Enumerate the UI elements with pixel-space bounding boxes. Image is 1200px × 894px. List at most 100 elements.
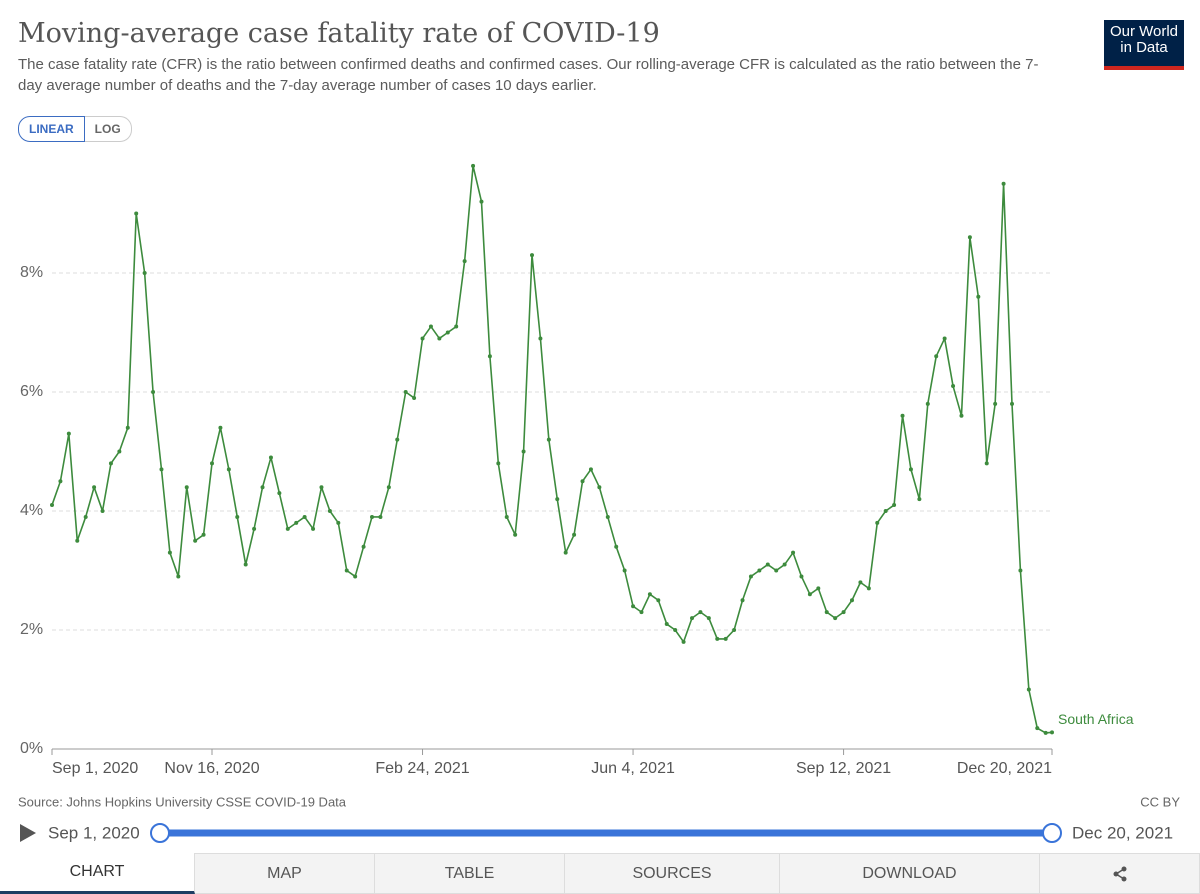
data-point <box>959 413 964 418</box>
timeline-start: Sep 1, 2020 <box>48 823 140 842</box>
data-point <box>353 574 358 579</box>
data-point <box>504 514 509 519</box>
data-point <box>327 509 332 513</box>
data-point <box>184 485 189 490</box>
data-point <box>117 449 122 454</box>
logo-line: Our World <box>1109 23 1179 40</box>
data-point <box>361 544 366 549</box>
data-point <box>631 604 636 609</box>
data-point <box>1043 730 1048 735</box>
tab[interactable]: TABLE <box>375 853 565 894</box>
data-point <box>858 580 863 585</box>
data-point <box>740 598 745 603</box>
data-point <box>412 395 417 400</box>
data-point <box>125 425 130 430</box>
data-point <box>900 413 905 418</box>
data-point <box>302 514 307 519</box>
data-point <box>521 449 526 454</box>
series-line <box>51 165 1053 734</box>
data-point <box>58 479 63 484</box>
play-button[interactable] <box>20 824 36 842</box>
data-point <box>639 610 644 615</box>
data-point <box>218 425 223 430</box>
timeline-handle[interactable] <box>1042 823 1062 843</box>
data-point <box>530 253 534 258</box>
data-point <box>647 592 652 597</box>
y-tick-label: 8% <box>20 264 43 281</box>
data-point <box>765 562 770 567</box>
data-point <box>723 636 728 641</box>
y-tick-label: 0% <box>20 740 43 757</box>
data-point <box>597 485 602 490</box>
license: CC BY <box>1140 794 1180 809</box>
data-point <box>210 461 214 466</box>
data-point <box>993 401 998 406</box>
data-point <box>487 354 492 359</box>
data-point <box>437 336 442 341</box>
data-point <box>588 467 593 472</box>
data-point <box>268 455 273 460</box>
data-point <box>563 550 568 555</box>
data-point <box>75 538 80 543</box>
data-point <box>757 568 762 573</box>
share-button[interactable] <box>1040 853 1200 894</box>
data-point <box>252 526 257 531</box>
tab[interactable]: SOURCES <box>565 853 780 894</box>
data-point <box>319 485 324 490</box>
data-point <box>883 509 888 513</box>
tab[interactable]: MAP <box>195 853 375 894</box>
tab[interactable]: DOWNLOAD <box>780 853 1040 894</box>
data-point <box>285 526 290 531</box>
data-point <box>799 574 804 579</box>
x-tick-label: Sep 12, 2021 <box>796 760 891 777</box>
x-tick-label: Feb 24, 2021 <box>375 760 469 777</box>
data-point <box>732 628 737 632</box>
data-point <box>774 568 779 573</box>
x-tick-label: Jun 4, 2021 <box>591 760 675 777</box>
data-point <box>108 461 113 466</box>
scale-toggle: LINEAR LOG <box>18 116 132 142</box>
data-point <box>134 211 139 216</box>
data-point <box>471 163 476 168</box>
data-point <box>462 259 467 264</box>
data-point <box>698 610 703 615</box>
data-point <box>942 336 947 341</box>
data-point <box>479 199 484 204</box>
x-tick-label: Nov 16, 2020 <box>164 760 259 777</box>
data-point <box>1035 726 1040 731</box>
data-point <box>866 586 871 591</box>
data-point <box>546 437 551 442</box>
data-point <box>748 574 753 579</box>
data-point <box>151 390 156 394</box>
data-point <box>892 503 897 508</box>
data-point <box>378 514 383 519</box>
data-point <box>226 467 231 472</box>
data-point <box>336 520 341 525</box>
y-tick-label: 6% <box>20 383 43 400</box>
data-point <box>782 562 787 567</box>
x-tick-label: Sep 1, 2020 <box>52 760 138 777</box>
tab[interactable]: CHART <box>0 853 195 894</box>
scale-button[interactable]: LOG <box>84 116 132 142</box>
y-tick-label: 4% <box>20 502 43 519</box>
y-tick-label: 2% <box>20 621 43 638</box>
data-point <box>386 485 391 490</box>
data-point <box>344 568 349 573</box>
timeline-handle[interactable] <box>150 823 170 843</box>
timeline-end: Dec 20, 2021 <box>1072 823 1173 842</box>
data-point <box>555 497 560 502</box>
data-point <box>875 520 880 525</box>
data-point <box>428 324 433 329</box>
data-point <box>395 437 400 442</box>
data-point <box>580 479 585 484</box>
data-point <box>243 562 248 567</box>
scale-button[interactable]: LINEAR <box>18 116 85 142</box>
data-point <box>159 467 164 472</box>
chart: 0% 2% 4% 6% 8% Sep 1, 2020 Nov 16, 2020 Feb 24,… <box>18 163 1180 843</box>
data-point <box>791 550 796 555</box>
share-icon <box>1113 866 1126 881</box>
data-point <box>1050 730 1054 735</box>
data-point <box>951 384 956 389</box>
logo[interactable]: Our World in Data <box>1104 20 1184 70</box>
